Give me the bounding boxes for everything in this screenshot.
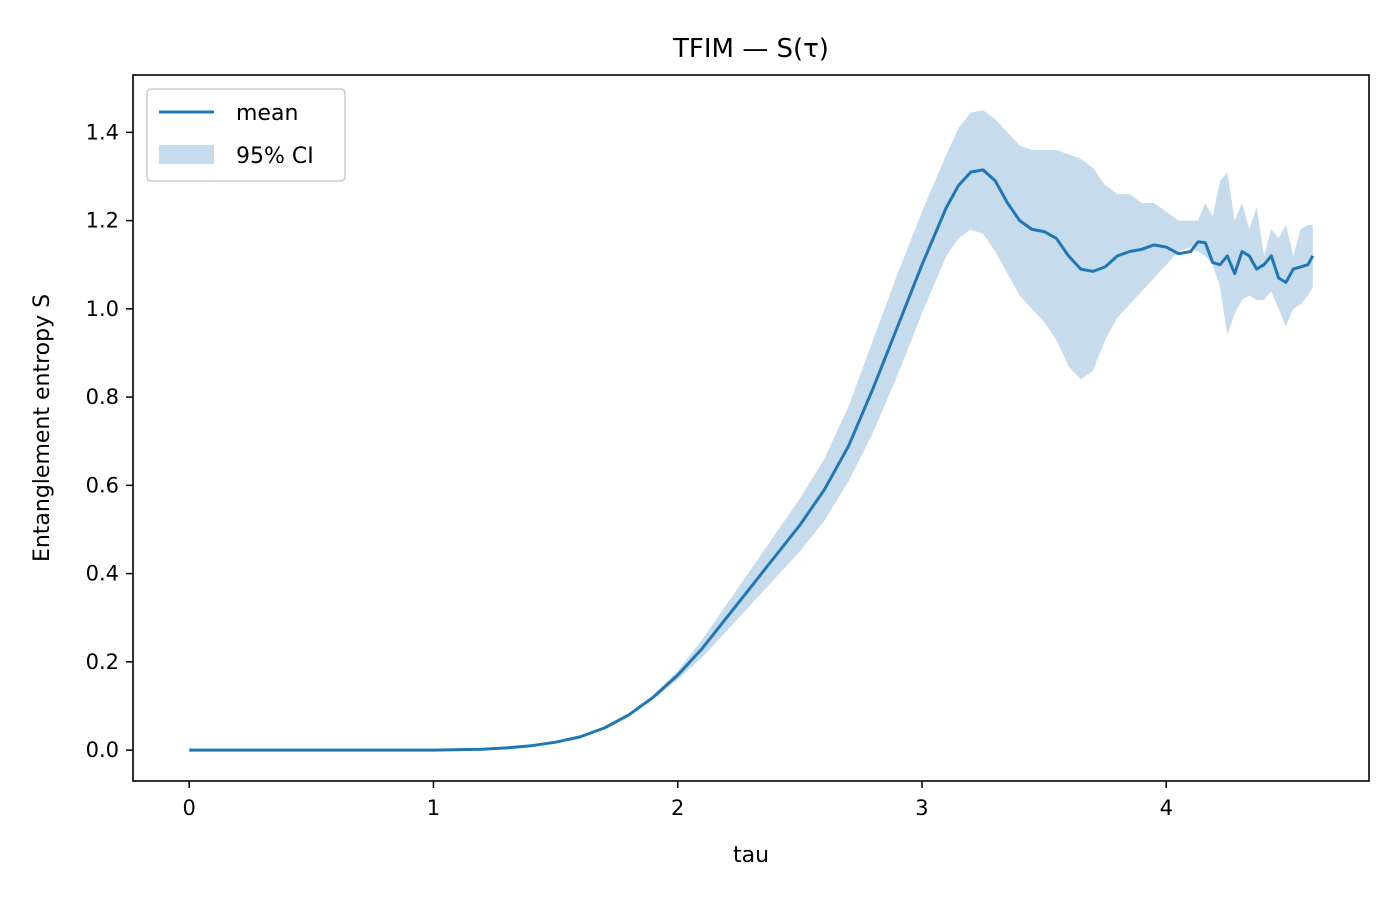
- y-axis-label: Entanglement entropy S: [30, 294, 55, 562]
- chart-title: TFIM — S(τ): [672, 34, 829, 64]
- x-tick-label: 4: [1160, 796, 1173, 820]
- y-tick-label: 0.8: [86, 385, 119, 409]
- legend-ci-label: 95% CI: [236, 144, 314, 169]
- plot-frame: [132, 74, 1370, 782]
- x-tick-label: 3: [915, 796, 928, 820]
- ci-band: [189, 110, 1313, 751]
- x-axis-label: tau: [733, 843, 769, 868]
- y-tick-label: 0.2: [86, 650, 119, 674]
- legend: mean 95% CI: [146, 88, 346, 182]
- x-tick-label: 1: [427, 796, 440, 820]
- y-tick-label: 1.2: [86, 209, 119, 233]
- x-tick-label: 0: [182, 796, 195, 820]
- y-tick-label: 0.0: [86, 738, 119, 762]
- y-tick-label: 0.6: [86, 473, 119, 497]
- y-tick-label: 0.4: [86, 562, 119, 586]
- y-tick-label: 1.4: [86, 120, 119, 144]
- legend-ci-swatch: [159, 145, 214, 164]
- y-tick-label: 1.0: [86, 297, 119, 321]
- mean-line: [189, 168, 1315, 752]
- legend-mean-label: mean: [236, 101, 298, 126]
- x-tick-label: 2: [671, 796, 684, 820]
